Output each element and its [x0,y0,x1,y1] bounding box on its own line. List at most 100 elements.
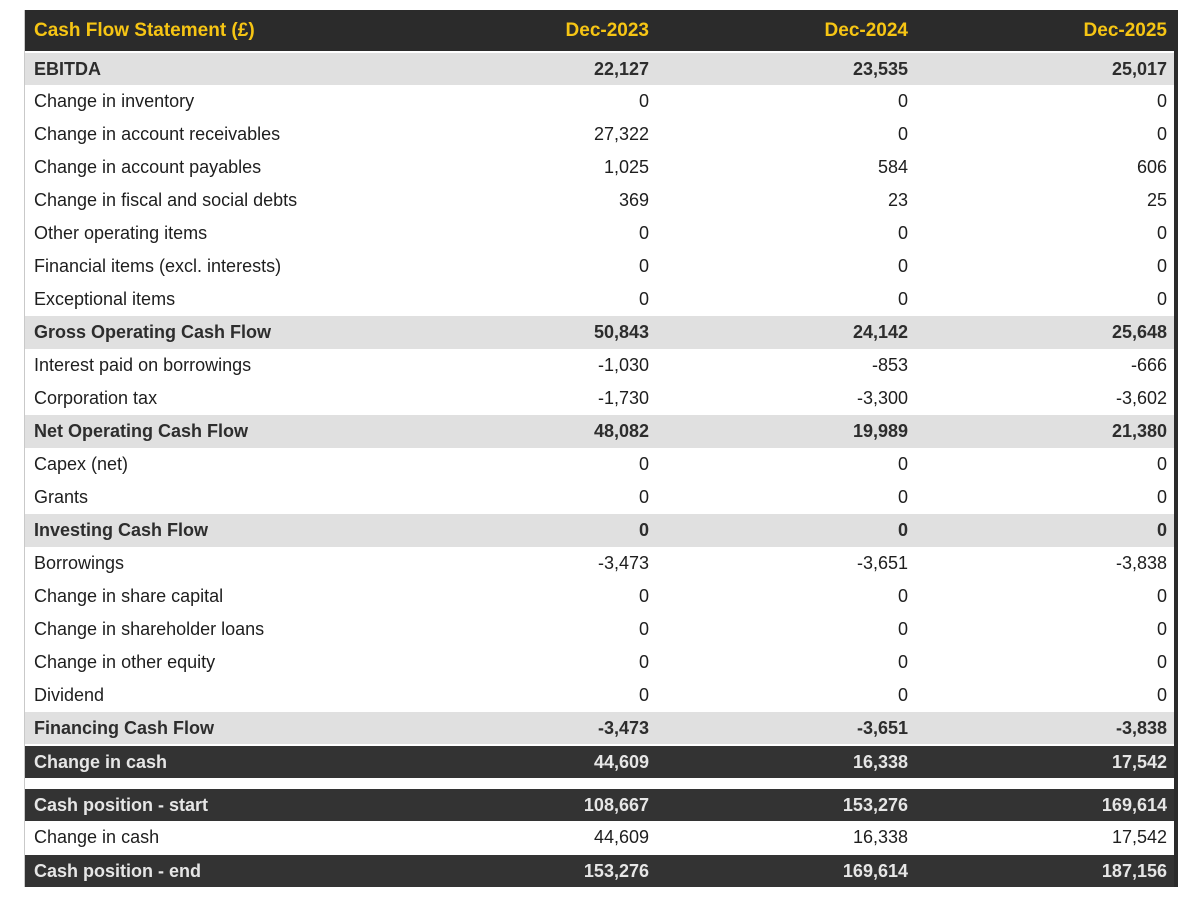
cell-value: 23 [656,184,915,217]
cell-value: -3,838 [915,547,1174,580]
table-row: Corporation tax -1,730 -3,300 -3,602 [25,382,1174,415]
cell-value: 0 [656,679,915,712]
cell-value: 0 [915,448,1174,481]
dark-total-row: Change in cash 44,609 16,338 17,542 [25,744,1174,778]
row-label: Change in other equity [25,646,397,679]
table-title: Cash Flow Statement (£) [25,10,397,53]
subtotal-row: Investing Cash Flow 0 0 0 [25,514,1174,547]
cell-value: 0 [397,481,656,514]
cell-value: 0 [397,613,656,646]
cell-value: 0 [656,514,915,547]
cash-flow-statement-container: Cash Flow Statement (£) Dec-2023 Dec-202… [24,10,1178,887]
cell-value: 0 [915,514,1174,547]
cell-value: 25 [915,184,1174,217]
cell-value: 108,667 [397,787,656,821]
column-header-dec-2023: Dec-2023 [397,10,656,53]
cell-value: -3,602 [915,382,1174,415]
row-label: Exceptional items [25,283,397,316]
table-row: Change in share capital 0 0 0 [25,580,1174,613]
row-label: Cash position - end [25,853,397,887]
table-row: Other operating items 0 0 0 [25,217,1174,250]
row-label: Net Operating Cash Flow [25,415,397,448]
subtotal-row: Financing Cash Flow -3,473 -3,651 -3,838 [25,712,1174,745]
cell-value: 24,142 [656,316,915,349]
cell-value: 0 [915,679,1174,712]
cell-value: 44,609 [397,744,656,778]
cell-value: -3,651 [656,547,915,580]
cash-flow-table: Cash Flow Statement (£) Dec-2023 Dec-202… [25,10,1174,887]
row-label: Borrowings [25,547,397,580]
cell-value: 0 [915,118,1174,151]
subtotal-row: Gross Operating Cash Flow 50,843 24,142 25,… [25,316,1174,349]
row-label: Investing Cash Flow [25,514,397,547]
table-row: Dividend 0 0 0 [25,679,1174,712]
cell-value: 0 [915,85,1174,118]
cell-value: 0 [915,481,1174,514]
table-row: Change in inventory 0 0 0 [25,85,1174,118]
dark-total-row: Cash position - start 108,667 153,276 169,6… [25,787,1174,821]
cell-value: 0 [915,613,1174,646]
row-label: Change in cash [25,744,397,778]
cell-value: -3,473 [397,712,656,745]
cell-value: 169,614 [915,787,1174,821]
dark-total-row: Cash position - end 153,276 169,614 187,156 [25,853,1174,887]
cell-value: -1,730 [397,382,656,415]
cell-value: 0 [397,283,656,316]
cell-value: -3,651 [656,712,915,745]
cell-value: 369 [397,184,656,217]
cell-value: -3,838 [915,712,1174,745]
cell-value: 0 [656,283,915,316]
row-label: Other operating items [25,217,397,250]
row-label: Change in account payables [25,151,397,184]
cell-value: 22,127 [397,52,656,85]
cell-value: 0 [915,217,1174,250]
table-row: Change in other equity 0 0 0 [25,646,1174,679]
row-label: Financing Cash Flow [25,712,397,745]
cell-value: 0 [397,217,656,250]
cell-value: 0 [397,250,656,283]
cell-value: 23,535 [656,52,915,85]
cell-value: 0 [397,679,656,712]
cell-value: 0 [915,646,1174,679]
cell-value: 17,542 [915,821,1174,854]
cell-value: 44,609 [397,821,656,854]
row-label: Capex (net) [25,448,397,481]
row-label: Corporation tax [25,382,397,415]
cell-value: 50,843 [397,316,656,349]
cell-value: -1,030 [397,349,656,382]
row-label: Change in fiscal and social debts [25,184,397,217]
table-row: Change in account receivables 27,322 0 0 [25,118,1174,151]
row-label: Grants [25,481,397,514]
row-label: Change in account receivables [25,118,397,151]
row-label: Interest paid on borrowings [25,349,397,382]
cell-value: 153,276 [397,853,656,887]
cell-value: 21,380 [915,415,1174,448]
spacer-cell [25,778,1174,788]
cell-value: 606 [915,151,1174,184]
cell-value: 0 [656,646,915,679]
cell-value: 0 [915,283,1174,316]
header-row: Cash Flow Statement (£) Dec-2023 Dec-202… [25,10,1174,53]
cell-value: 16,338 [656,821,915,854]
cell-value: 19,989 [656,415,915,448]
cell-value: 0 [656,85,915,118]
table-row: Exceptional items 0 0 0 [25,283,1174,316]
cell-value: 25,648 [915,316,1174,349]
cell-value: 0 [915,250,1174,283]
subtotal-row: Net Operating Cash Flow 48,082 19,989 21,38… [25,415,1174,448]
cell-value: 584 [656,151,915,184]
table-row: Capex (net) 0 0 0 [25,448,1174,481]
cell-value: 169,614 [656,853,915,887]
cell-value: 0 [397,448,656,481]
cell-value: 0 [656,250,915,283]
cell-value: 0 [656,448,915,481]
subtotal-row: EBITDA 22,127 23,535 25,017 [25,52,1174,85]
cell-value: -3,473 [397,547,656,580]
cell-value: 0 [397,580,656,613]
table-row: Change in shareholder loans 0 0 0 [25,613,1174,646]
spacer-row [25,778,1174,788]
row-label: Change in share capital [25,580,397,613]
row-label: EBITDA [25,52,397,85]
row-label: Change in cash [25,821,397,854]
row-label: Change in shareholder loans [25,613,397,646]
